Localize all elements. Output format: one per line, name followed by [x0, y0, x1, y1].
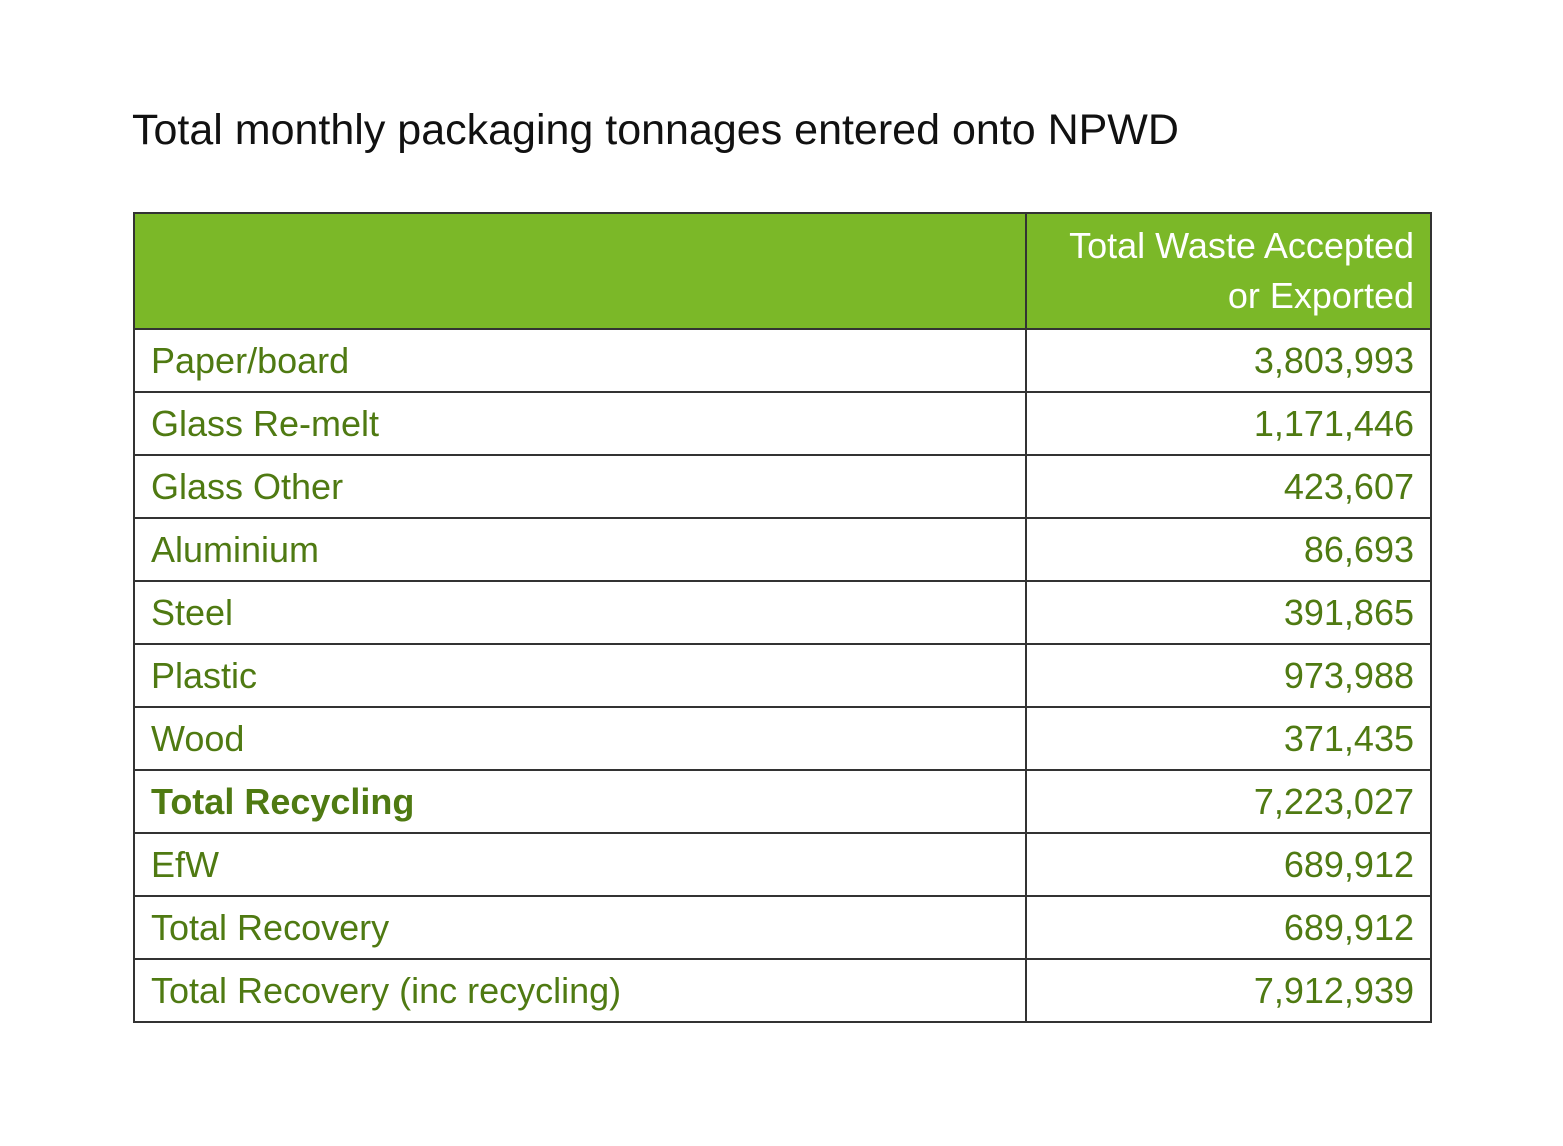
row-label: Total Recovery: [133, 895, 1027, 960]
row-label: Steel: [133, 580, 1027, 645]
table-header-row: Total Waste Accepted or Exported: [133, 212, 1432, 330]
table-row: Total Recovery (inc recycling) 7,912,939: [133, 958, 1432, 1023]
table-row: Glass Re-melt 1,171,446: [133, 391, 1432, 456]
page-title: Total monthly packaging tonnages entered…: [132, 106, 1179, 154]
row-value: 7,912,939: [1025, 958, 1432, 1023]
row-value: 3,803,993: [1025, 328, 1432, 393]
row-label: Glass Other: [133, 454, 1027, 519]
row-label: Wood: [133, 706, 1027, 771]
table-row: Plastic 973,988: [133, 643, 1432, 708]
tonnage-table: Total Waste Accepted or Exported Paper/b…: [133, 212, 1432, 1023]
row-value: 973,988: [1025, 643, 1432, 708]
row-label: Plastic: [133, 643, 1027, 708]
row-label: Glass Re-melt: [133, 391, 1027, 456]
row-value: 391,865: [1025, 580, 1432, 645]
table-row: Wood 371,435: [133, 706, 1432, 771]
row-value: 371,435: [1025, 706, 1432, 771]
row-value: 7,223,027: [1025, 769, 1432, 834]
table-row: Total Recovery 689,912: [133, 895, 1432, 960]
table-row: Aluminium 86,693: [133, 517, 1432, 582]
row-value: 689,912: [1025, 895, 1432, 960]
row-value: 86,693: [1025, 517, 1432, 582]
table-row: Glass Other 423,607: [133, 454, 1432, 519]
header-total-waste: Total Waste Accepted or Exported: [1025, 212, 1432, 330]
row-label: Paper/board: [133, 328, 1027, 393]
table-row: Paper/board 3,803,993: [133, 328, 1432, 393]
row-label: Total Recovery (inc recycling): [133, 958, 1027, 1023]
header-category: [133, 212, 1027, 330]
table-row: EfW 689,912: [133, 832, 1432, 897]
row-label: Aluminium: [133, 517, 1027, 582]
table-row-total-recycling: Total Recycling 7,223,027: [133, 769, 1432, 834]
row-value: 1,171,446: [1025, 391, 1432, 456]
table-row: Steel 391,865: [133, 580, 1432, 645]
row-value: 689,912: [1025, 832, 1432, 897]
row-label: EfW: [133, 832, 1027, 897]
row-label: Total Recycling: [133, 769, 1027, 834]
row-value: 423,607: [1025, 454, 1432, 519]
